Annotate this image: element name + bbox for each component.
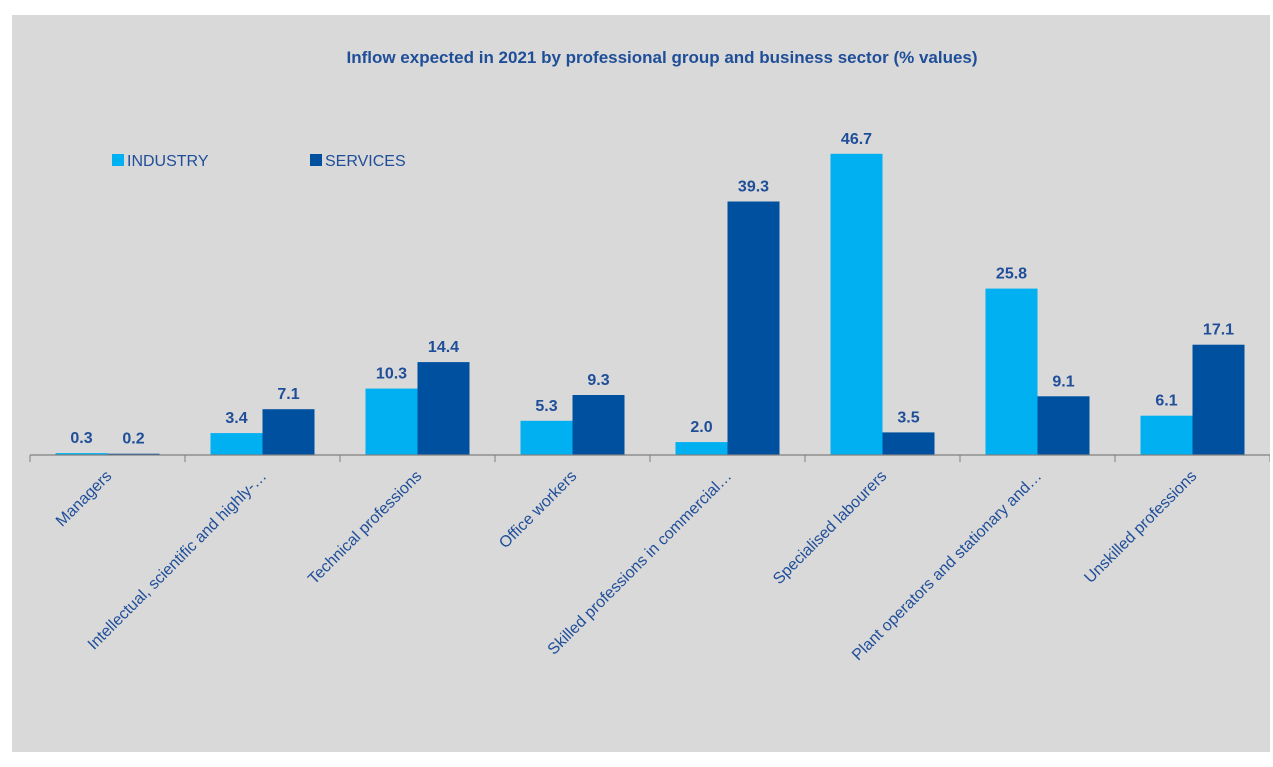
x-tick-label-2: Technical professions [305, 468, 425, 588]
bar-industry-3 [520, 420, 573, 455]
legend-label: SERVICES [325, 153, 406, 170]
legend-label: INDUSTRY [127, 153, 209, 170]
x-tick-label-1: Intellectual, scientific and highly-… [85, 468, 271, 654]
data-labels-group: 0.3 0.2 3.4 7.1 10.3 14.4 5.3 9.3 2.0 39.3 46.7 3.5… [70, 131, 1234, 448]
bar-chart: Inflow expected in 2021 by professional … [29, 48, 1270, 664]
data-label-industry-3: 5.3 [535, 398, 557, 415]
bar-services-5 [882, 432, 935, 455]
bar-services-1 [262, 409, 315, 455]
chart-title: Inflow expected in 2021 by professional … [346, 48, 977, 67]
data-label-services-3: 9.3 [587, 372, 609, 389]
x-axis [29, 454, 1270, 462]
data-label-services-5: 3.5 [897, 409, 919, 426]
chart-area: Inflow expected in 2021 by professional … [12, 15, 1270, 752]
bar-services-6 [1037, 396, 1090, 455]
data-label-services-0: 0.2 [122, 431, 144, 448]
data-label-industry-4: 2.0 [690, 419, 712, 436]
data-label-services-1: 7.1 [277, 386, 299, 403]
x-tick-label-6: Plant operators and stationary and… [849, 468, 1045, 664]
x-tick-label-7: Unskilled professions [1081, 468, 1200, 587]
data-label-industry-5: 46.7 [841, 131, 872, 148]
data-label-industry-2: 10.3 [376, 366, 407, 383]
bar-industry-2 [365, 388, 418, 455]
bar-industry-0 [55, 453, 108, 455]
data-label-services-4: 39.3 [738, 179, 769, 196]
x-tick-label-4: Skilled professions in commercial… [545, 468, 736, 659]
bar-services-0 [107, 453, 160, 455]
bar-industry-6 [985, 288, 1038, 455]
x-tick-label-3: Office workers [496, 468, 580, 552]
x-tick-label-5: Specialised labourers [770, 468, 890, 588]
bar-services-4 [727, 201, 780, 455]
legend: INDUSTRY SERVICES [112, 153, 406, 170]
legend-item-industry: INDUSTRY [112, 153, 209, 170]
bar-industry-5 [830, 153, 883, 456]
data-label-industry-0: 0.3 [70, 430, 92, 447]
legend-item-services: SERVICES [310, 153, 406, 170]
data-label-industry-1: 3.4 [225, 410, 247, 427]
data-label-services-2: 14.4 [428, 339, 459, 356]
bar-industry-4 [675, 442, 728, 455]
x-tick-label-0: Managers [53, 468, 115, 530]
legend-swatch [112, 154, 124, 166]
data-label-services-7: 17.1 [1203, 322, 1234, 339]
data-label-services-6: 9.1 [1052, 373, 1074, 390]
bar-industry-1 [210, 433, 263, 455]
bar-services-2 [417, 362, 470, 455]
legend-swatch [310, 154, 322, 166]
data-label-industry-6: 25.8 [996, 266, 1027, 283]
bar-services-3 [572, 395, 625, 455]
bars-group [55, 153, 1245, 456]
bar-services-7 [1192, 344, 1245, 455]
bar-industry-7 [1140, 415, 1193, 455]
data-label-industry-7: 6.1 [1155, 393, 1177, 410]
